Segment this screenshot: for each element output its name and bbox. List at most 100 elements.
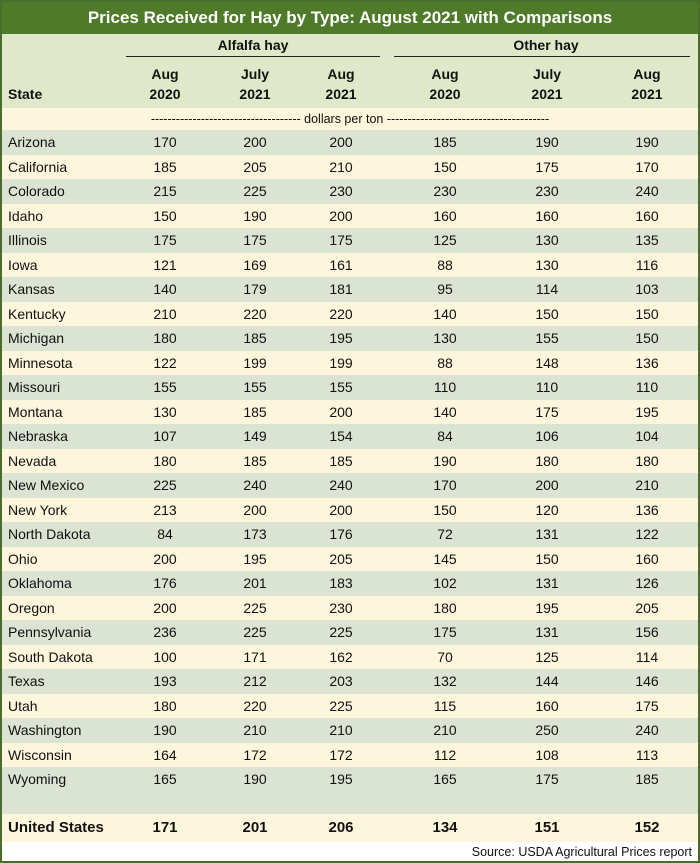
table-row: Nevada 180 185 185 190 180 180 [2,448,698,473]
price-cell: 236 [153,624,177,640]
price-cell: 140 [433,305,457,322]
price-cell: 250 [535,722,559,738]
price-cell: 122 [635,526,659,542]
price-cell: 84 [437,428,453,444]
price-cell: 201 [243,575,267,591]
price-cell: 172 [243,746,267,763]
price-cell: 183 [329,575,353,591]
price-cell: 175 [433,624,457,640]
column-header-line2: 2021 [325,86,357,102]
price-cell: 195 [329,330,353,346]
price-cell: 230 [329,599,353,616]
price-cell: 210 [329,158,353,175]
state-cell: Kentucky [8,305,66,322]
total-cell: 151 [534,818,560,836]
column-header: July 2021 [502,64,592,104]
price-cell: 165 [433,771,457,787]
table-row: Oregon 200 225 230 180 195 205 [2,595,698,620]
price-cell: 195 [243,550,267,567]
column-header: Aug 2021 [296,64,386,104]
price-cell: 160 [635,550,659,567]
table-row: South Dakota 100 171 162 70 125 114 [2,644,698,669]
price-cell: 150 [635,305,659,322]
state-cell: Oklahoma [8,575,72,591]
price-cell: 150 [635,330,659,346]
price-cell: 230 [329,183,353,199]
price-cell: 164 [153,746,177,763]
price-cell: 131 [535,526,559,542]
price-cell: 162 [329,648,353,665]
price-cell: 110 [535,379,559,395]
price-cell: 126 [635,575,659,591]
price-cell: 180 [535,452,559,469]
price-cell: 72 [437,526,453,542]
state-cell: Oregon [8,599,55,616]
price-cell: 170 [635,158,659,175]
state-cell: Minnesota [8,354,73,371]
price-cell: 155 [243,379,267,395]
price-cell: 210 [635,477,659,493]
table-row: Oklahoma 176 201 183 102 131 126 [2,571,698,596]
price-cell: 195 [329,771,353,787]
state-cell: Texas [8,673,45,689]
table-row: Colorado 215 225 230 230 230 240 [2,179,698,204]
table-row: Michigan 180 185 195 130 155 150 [2,326,698,351]
state-cell: Iowa [8,256,38,273]
price-cell: 179 [243,281,267,297]
price-cell: 225 [329,624,353,640]
price-cell: 150 [433,501,457,518]
total-cell: 201 [242,818,268,836]
column-header-line2: 2020 [149,86,181,102]
price-cell: 132 [433,673,457,689]
state-cell: California [8,158,68,175]
spacer-row [2,791,698,814]
price-cell: 185 [153,158,177,175]
table-row: Utah 180 220 225 115 160 175 [2,693,698,718]
column-header-line2: 2020 [429,86,461,102]
state-cell: New Mexico [8,477,85,493]
price-cell: 240 [635,722,659,738]
column-header: July 2021 [210,64,300,104]
price-cell: 175 [535,158,559,175]
price-cell: 240 [243,477,267,493]
table-row: New York 213 200 200 150 120 136 [2,497,698,522]
price-cell: 116 [635,256,659,273]
state-cell: Nevada [8,452,57,469]
price-cell: 84 [157,526,173,542]
price-cell: 200 [243,134,267,150]
price-cell: 200 [329,403,353,420]
price-cell: 210 [329,722,353,738]
price-cell: 136 [635,501,659,518]
price-cell: 130 [433,330,457,346]
price-cell: 150 [535,305,559,322]
state-cell: Wisconsin [8,746,72,763]
price-cell: 199 [329,354,353,371]
price-cell: 190 [433,452,457,469]
price-cell: 200 [153,550,177,567]
price-cell: 175 [153,232,177,248]
price-cell: 103 [635,281,659,297]
price-cell: 130 [153,403,177,420]
price-cell: 140 [153,281,177,297]
price-cell: 145 [433,550,457,567]
price-cell: 150 [433,158,457,175]
state-cell: New York [8,501,68,518]
price-cell: 107 [153,428,177,444]
price-cell: 230 [433,183,457,199]
price-cell: 190 [535,134,559,150]
price-cell: 102 [433,575,457,591]
price-cell: 114 [535,281,559,297]
table-row: Illinois 175 175 175 125 130 135 [2,228,698,253]
price-cell: 220 [243,697,267,714]
price-cell: 175 [243,232,267,248]
price-cell: 125 [433,232,457,248]
state-cell: South Dakota [8,648,93,665]
price-cell: 122 [153,354,177,371]
price-cell: 155 [153,379,177,395]
price-cell: 185 [329,452,353,469]
price-cell: 131 [535,624,559,640]
table-header: Alfalfa hay Other hay State Aug 2020 July 2… [2,34,698,108]
column-header-line1: Aug [151,66,179,82]
state-cell: Montana [8,403,63,420]
state-cell: North Dakota [8,526,91,542]
